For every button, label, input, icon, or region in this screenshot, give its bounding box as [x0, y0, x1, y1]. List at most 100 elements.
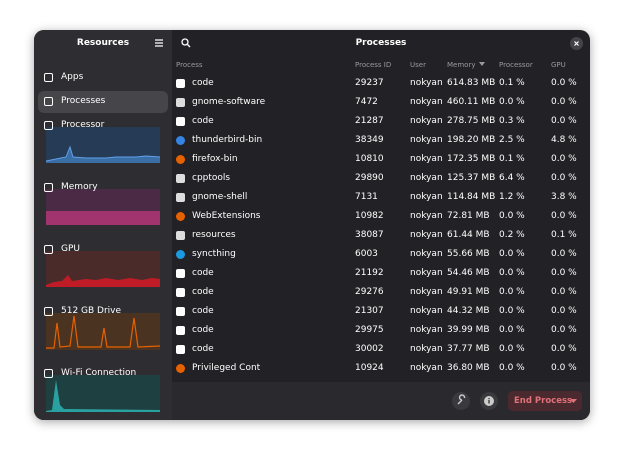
process-icon [176, 155, 185, 164]
process-row[interactable]: resources 38087 nokyan 61.44 MB 0.2 % 0.1 % [172, 226, 590, 245]
sidebar-item[interactable]: Wi-Fi Connection [38, 363, 168, 385]
process-row[interactable]: code 29276 nokyan 49.91 MB 0.0 % 0.0 % [172, 283, 590, 302]
process-row[interactable]: thunderbird-bin 38349 nokyan 198.20 MB 2.5 %… [172, 131, 590, 150]
sidebar-item[interactable]: Processes [38, 91, 168, 113]
cell: 10924 [355, 363, 384, 373]
cell: 38087 [355, 230, 384, 240]
cell: 0.0 % [499, 325, 525, 335]
cell: code [192, 306, 214, 316]
cell: 38349 [355, 135, 384, 145]
network-graph [46, 375, 160, 412]
cell: 3.8 % [551, 192, 577, 202]
process-row[interactable]: code 21287 nokyan 278.75 MB 0.3 % 0.0 % [172, 112, 590, 131]
cell: nokyan [410, 268, 443, 278]
sidebar-item[interactable]: Apps [38, 67, 168, 89]
cell: syncthing [192, 249, 236, 259]
cell: code [192, 287, 214, 297]
process-row[interactable]: WebExtensions 10982 nokyan 72.81 MB 0.0 % 0.0… [172, 207, 590, 226]
process-row[interactable]: Privileged Cont 10924 nokyan 36.80 MB 0.0 % 0… [172, 359, 590, 378]
header-title: Processes [355, 38, 407, 48]
item-label: Wi-Fi Connection [61, 368, 137, 378]
column-header[interactable]: GPU [551, 61, 566, 69]
cell: 0.0 % [551, 78, 577, 88]
sidebar-title: Resources [76, 38, 130, 48]
cell: 125.37 MB [447, 173, 496, 183]
process-row[interactable]: code 30002 nokyan 37.77 MB 0.0 % 0.0 % [172, 340, 590, 359]
close-button[interactable] [570, 37, 583, 50]
process-row[interactable]: syncthing 6003 nokyan 55.66 MB 0.0 % 0.0 % [172, 245, 590, 264]
process-icon [176, 117, 185, 126]
item-label: Processes [61, 96, 106, 106]
column-header[interactable]: User [410, 61, 426, 69]
process-row[interactable]: code 29975 nokyan 39.99 MB 0.0 % 0.0 % [172, 321, 590, 340]
item-label: Apps [61, 72, 84, 82]
cell: 55.66 MB [447, 249, 490, 259]
sidebar-item[interactable]: Processor [38, 115, 168, 137]
cell: nokyan [410, 97, 443, 107]
sidebar-item[interactable]: GPU [38, 239, 168, 261]
cell: 0.0 % [551, 154, 577, 164]
process-row[interactable]: gnome-software 7472 nokyan 460.11 MB 0.0 % 0.… [172, 93, 590, 112]
end-process-button[interactable]: End Process [508, 391, 582, 411]
process-row[interactable]: gnome-shell 7131 nokyan 114.84 MB 1.2 % 3.8 % [172, 188, 590, 207]
settings-button[interactable] [452, 392, 470, 410]
sidebar-item[interactable]: Memory [38, 177, 168, 199]
cell: 0.0 % [499, 287, 525, 297]
cell: 1.2 % [499, 192, 525, 202]
process-icon [176, 364, 185, 373]
dropdown-arrow[interactable] [570, 399, 577, 403]
item-icon [44, 307, 53, 316]
cell: 0.2 % [499, 230, 525, 240]
process-icon [176, 269, 185, 278]
sidebar-item[interactable]: 512 GB Drive [38, 301, 168, 323]
cell: 0.0 % [499, 344, 525, 354]
column-header[interactable]: Processor [499, 61, 533, 69]
cell: 198.20 MB [447, 135, 496, 145]
process-icon [176, 193, 185, 202]
cell: 29890 [355, 173, 384, 183]
cell: 54.46 MB [447, 268, 490, 278]
cell: thunderbird-bin [192, 135, 263, 145]
search-button[interactable] [181, 38, 191, 48]
process-icon [176, 250, 185, 259]
process-icon [176, 326, 185, 335]
process-row[interactable]: code 21192 nokyan 54.46 MB 0.0 % 0.0 % [172, 264, 590, 283]
column-header[interactable]: Memory [447, 61, 476, 69]
process-row[interactable]: code 29237 nokyan 614.83 MB 0.1 % 0.0 % [172, 74, 590, 93]
cell: 0.0 % [551, 249, 577, 259]
cell: 172.35 MB [447, 154, 496, 164]
cell: 7472 [355, 97, 378, 107]
footer: End Process [172, 382, 590, 420]
process-icon [176, 79, 185, 88]
item-icon [44, 121, 53, 130]
column-header[interactable]: Process ID [355, 61, 392, 69]
cell: 0.1 % [551, 230, 577, 240]
cell: 0.0 % [551, 306, 577, 316]
cell: code [192, 325, 214, 335]
process-icon [176, 231, 185, 240]
process-row[interactable]: code 21307 nokyan 44.32 MB 0.0 % 0.0 % [172, 302, 590, 321]
cell: 0.0 % [551, 325, 577, 335]
process-row[interactable]: firefox-bin 10810 nokyan 172.35 MB 0.1 % 0.0 … [172, 150, 590, 169]
menu-button[interactable] [154, 38, 164, 48]
cell: 0.1 % [499, 78, 525, 88]
cell: 10810 [355, 154, 384, 164]
cell: nokyan [410, 154, 443, 164]
item-label: 512 GB Drive [61, 306, 122, 316]
cell: 6.4 % [499, 173, 525, 183]
item-icon [44, 245, 53, 254]
cell: code [192, 344, 214, 354]
process-icon [176, 98, 185, 107]
cell: 614.83 MB [447, 78, 496, 88]
item-icon [44, 73, 53, 82]
cell: 29276 [355, 287, 384, 297]
info-button[interactable] [480, 392, 498, 410]
cell: gnome-shell [192, 192, 248, 202]
cell: 0.0 % [551, 363, 577, 373]
cell: 0.1 % [499, 154, 525, 164]
process-row[interactable]: cpptools 29890 nokyan 125.37 MB 6.4 % 0.0 % [172, 169, 590, 188]
cell: 7131 [355, 192, 378, 202]
column-header[interactable]: Process [176, 61, 203, 69]
cell: 30002 [355, 344, 384, 354]
